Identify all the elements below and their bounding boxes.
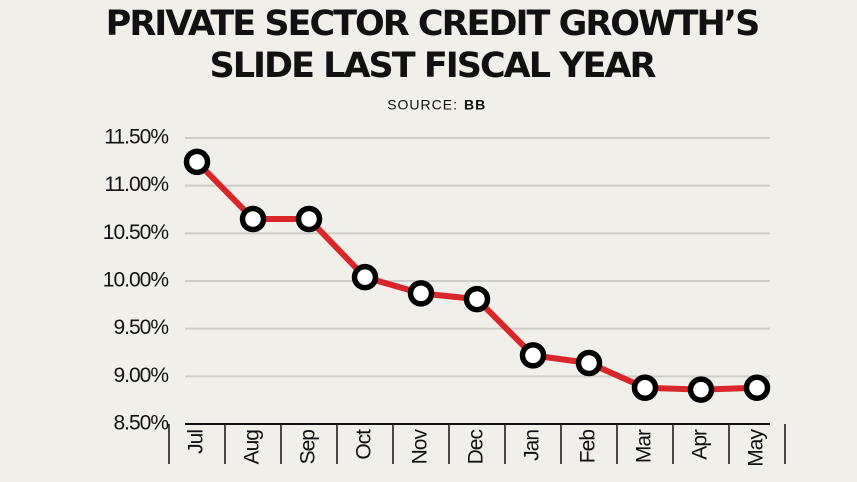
x-tick-label: Sep [297,430,320,465]
x-tick-label: Nov [409,429,432,465]
x-tick-label: Aug [241,430,264,465]
marker [631,374,659,402]
chart-title: PRIVATE SECTOR CREDIT GROWTH’S [106,4,759,44]
marker [519,342,547,369]
line [194,159,758,393]
marker [351,263,379,291]
x-tick-label: Jul [185,430,208,454]
source: BB [464,97,486,113]
y-tick-label: 8.50% [113,412,168,435]
x-tick-label: Mar [633,429,656,463]
marker [295,205,323,233]
x-tick-label: Oct [353,429,376,460]
marker [687,376,715,403]
chart-title: SLIDE LAST FISCAL YEAR [209,46,656,86]
x-tick-label: Jan [521,430,544,461]
marker [463,285,491,313]
x-tick-label: May [745,429,768,467]
y-tick-label: 10.00% [103,269,169,292]
marker [743,374,771,402]
marker [239,205,267,233]
x-tick-label: Apr [689,429,712,460]
y-tick-label: 9.00% [113,364,168,387]
y-tick-label: 10.50% [103,221,169,244]
y-tick-label: 11.00% [104,173,168,196]
x-tick-label: Feb [577,430,600,464]
marker [407,280,435,307]
y-tick-label: 9.50% [113,316,168,339]
y-tick-label: 11.50% [104,126,168,149]
marker [183,148,211,176]
marker [575,349,603,377]
source-label: SOURCE: [387,97,458,113]
x-tick-label: Dec [465,430,488,465]
